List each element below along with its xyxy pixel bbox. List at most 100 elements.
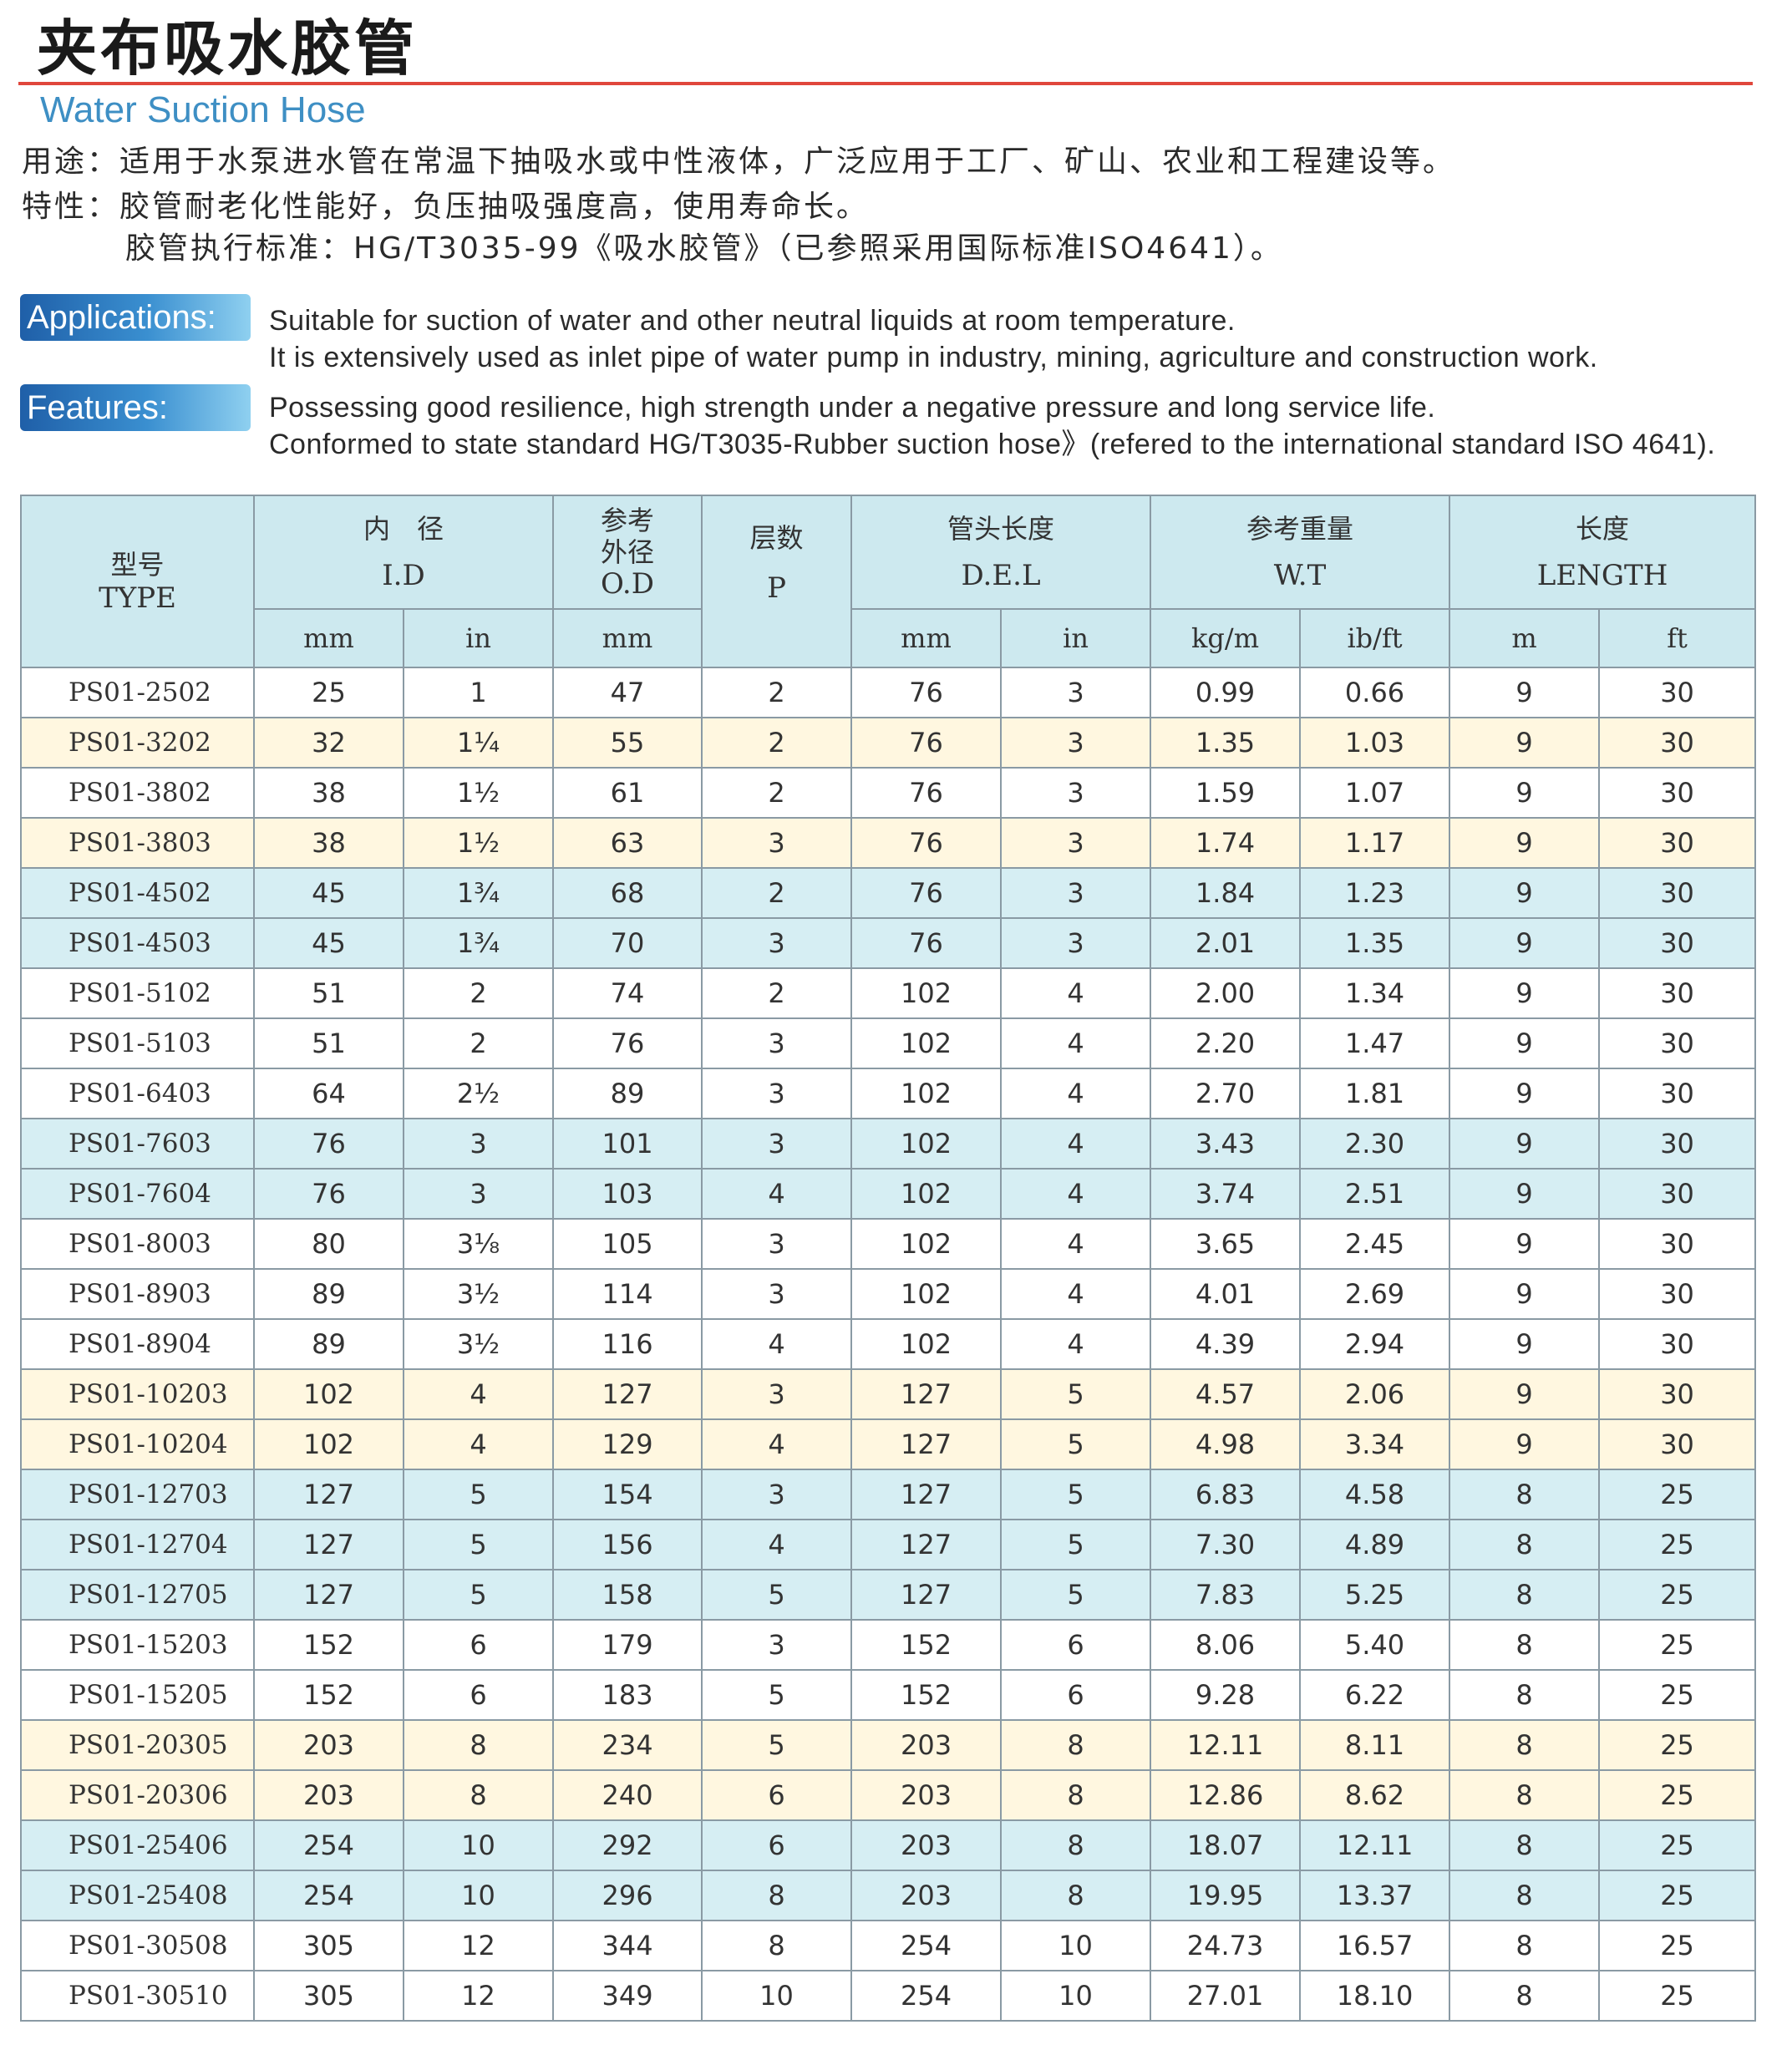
cell-del-mm: 127 — [850, 1418, 1003, 1470]
cell-del-mm: 203 — [850, 1769, 1003, 1821]
cell-type: PS01-3202 — [20, 717, 255, 769]
cell-del-mm: 203 — [850, 1819, 1003, 1871]
header-ply-cn: 层数 — [749, 522, 804, 554]
cell-length-ft: 30 — [1598, 1418, 1757, 1470]
cell-length-ft: 25 — [1598, 1469, 1757, 1520]
cell-ply: 4 — [701, 1519, 853, 1570]
cell-id-mm: 254 — [253, 1819, 404, 1871]
header-wt-en: W.T — [1273, 559, 1327, 592]
cell-id-in: 12 — [402, 1970, 555, 2022]
cell-length-m: 8 — [1449, 1469, 1601, 1520]
cell-type: PS01-12703 — [20, 1469, 255, 1520]
cell-id-in: 10 — [402, 1819, 555, 1871]
cell-od-mm: 349 — [552, 1970, 703, 2022]
cell-wt-kgm: 8.06 — [1150, 1619, 1302, 1671]
cell-type: PS01-6403 — [20, 1068, 255, 1119]
cell-wt-lbft: 4.89 — [1299, 1519, 1451, 1570]
cell-wt-kgm: 4.98 — [1150, 1418, 1302, 1470]
cell-od-mm: 76 — [552, 1017, 703, 1069]
table-row: PS01-10203 102 4 127 3 127 5 4.57 2.06 9 30 — [20, 1368, 1757, 1420]
cell-del-mm: 254 — [850, 1970, 1003, 2022]
cell-type: PS01-5102 — [20, 967, 255, 1019]
cell-id-mm: 51 — [253, 1017, 404, 1069]
cell-del-mm: 76 — [850, 817, 1003, 869]
cell-type: PS01-2502 — [20, 667, 255, 718]
cell-length-m: 9 — [1449, 1068, 1601, 1119]
cell-length-ft: 25 — [1598, 1569, 1757, 1621]
cell-wt-lbft: 1.17 — [1299, 817, 1451, 869]
cell-id-mm: 76 — [253, 1118, 404, 1170]
cell-wt-lbft: 1.23 — [1299, 867, 1451, 919]
unit-od-mm: mm — [552, 608, 703, 668]
title-divider — [18, 82, 1753, 85]
cell-od-mm: 156 — [552, 1519, 703, 1570]
cell-ply: 3 — [701, 1268, 853, 1320]
cell-id-mm: 127 — [253, 1569, 404, 1621]
cell-od-mm: 158 — [552, 1569, 703, 1621]
cell-id-in: 6 — [402, 1619, 555, 1671]
header-wt: 参考重量 W.T — [1150, 495, 1451, 610]
unit-wt-kgm: kg/m — [1150, 608, 1302, 668]
cell-type: PS01-7603 — [20, 1118, 255, 1170]
cell-od-mm: 234 — [552, 1719, 703, 1771]
header-length: 长度 LENGTH — [1449, 495, 1757, 610]
cell-id-mm: 89 — [253, 1318, 404, 1370]
cell-length-m: 9 — [1449, 667, 1601, 718]
cell-type: PS01-3802 — [20, 767, 255, 819]
cell-id-in: 3 — [402, 1118, 555, 1170]
cell-del-mm: 102 — [850, 967, 1003, 1019]
cell-ply: 4 — [701, 1418, 853, 1470]
cell-type: PS01-3803 — [20, 817, 255, 869]
cell-length-m: 9 — [1449, 767, 1601, 819]
header-del-en: D.E.L — [961, 559, 1041, 592]
table-row: PS01-7603 76 3 101 3 102 4 3.43 2.30 9 30 — [20, 1118, 1757, 1170]
header-od-en: O.D — [601, 567, 654, 601]
cell-id-mm: 102 — [253, 1418, 404, 1470]
cell-length-m: 8 — [1449, 1870, 1601, 1921]
cell-od-mm: 63 — [552, 817, 703, 869]
cell-type: PS01-12705 — [20, 1569, 255, 1621]
cell-length-m: 9 — [1449, 717, 1601, 769]
cell-length-ft: 30 — [1598, 1318, 1757, 1370]
cell-del-in: 4 — [1000, 1218, 1152, 1270]
cell-del-in: 5 — [1000, 1418, 1152, 1470]
cell-id-in: 1½ — [402, 817, 555, 869]
cell-del-in: 6 — [1000, 1619, 1152, 1671]
cell-del-mm: 102 — [850, 1218, 1003, 1270]
cell-length-ft: 25 — [1598, 1769, 1757, 1821]
header-type: 型号 TYPE — [20, 495, 255, 668]
table-row: PS01-8903 89 3½ 114 3 102 4 4.01 2.69 9 30 — [20, 1268, 1757, 1320]
cell-id-in: 10 — [402, 1870, 555, 1921]
cell-wt-lbft: 1.81 — [1299, 1068, 1451, 1119]
table-row: PS01-15205 152 6 183 5 152 6 9.28 6.22 8 25 — [20, 1669, 1757, 1721]
header-wt-cn: 参考重量 — [1246, 513, 1354, 545]
cell-ply: 6 — [701, 1769, 853, 1821]
features-text-line-2: Conformed to state standard HG/T3035-Rub… — [269, 429, 1716, 460]
cell-del-in: 4 — [1000, 1168, 1152, 1220]
header-od-cn-2: 外径 — [601, 536, 655, 568]
cell-id-mm: 305 — [253, 1920, 404, 1971]
cell-del-in: 6 — [1000, 1669, 1152, 1721]
table-row: PS01-12703 127 5 154 3 127 5 6.83 4.58 8 25 — [20, 1469, 1757, 1520]
cell-del-in: 8 — [1000, 1719, 1152, 1771]
cell-del-in: 8 — [1000, 1769, 1152, 1821]
cell-length-m: 9 — [1449, 1118, 1601, 1170]
cell-id-in: 3 — [402, 1168, 555, 1220]
cell-del-mm: 152 — [850, 1619, 1003, 1671]
cell-id-mm: 76 — [253, 1168, 404, 1220]
cell-del-mm: 102 — [850, 1017, 1003, 1069]
cell-del-in: 4 — [1000, 1017, 1152, 1069]
cell-del-mm: 76 — [850, 717, 1003, 769]
cell-id-in: 6 — [402, 1669, 555, 1721]
cell-id-mm: 38 — [253, 817, 404, 869]
cell-length-ft: 25 — [1598, 1619, 1757, 1671]
cell-wt-kgm: 3.74 — [1150, 1168, 1302, 1220]
cell-id-mm: 102 — [253, 1368, 404, 1420]
header-length-cn: 长度 — [1576, 513, 1630, 545]
cell-del-in: 10 — [1000, 1970, 1152, 2022]
cell-wt-kgm: 6.83 — [1150, 1469, 1302, 1520]
cell-od-mm: 127 — [552, 1368, 703, 1420]
cell-id-mm: 45 — [253, 867, 404, 919]
cell-type: PS01-10204 — [20, 1418, 255, 1470]
cell-length-m: 9 — [1449, 817, 1601, 869]
